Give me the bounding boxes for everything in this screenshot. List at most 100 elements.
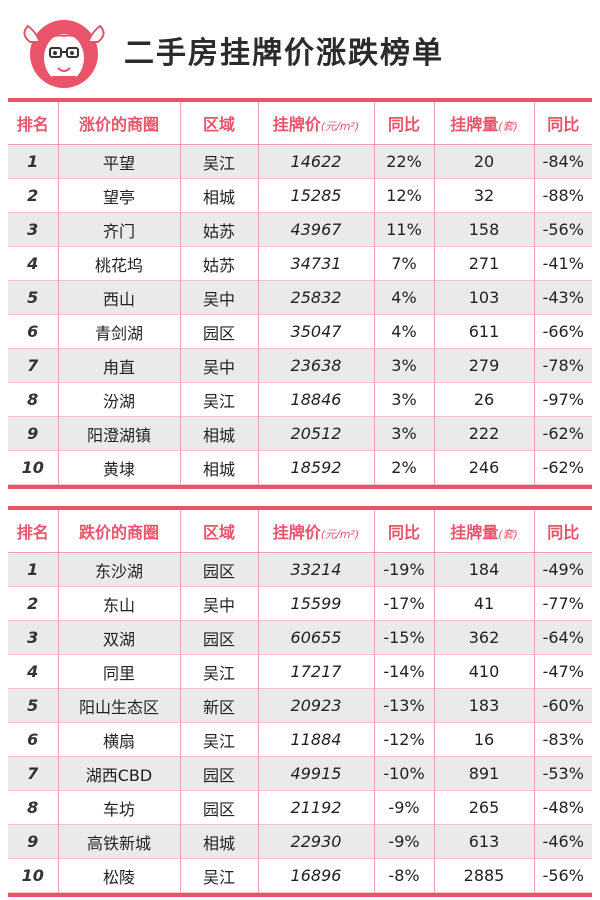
yoy-volume-cell: -60%: [534, 688, 592, 723]
table-row: 6 横扇 吴江 11884 -12% 16 -83%: [8, 722, 592, 757]
yoy-volume-cell: -62%: [534, 416, 592, 451]
header-price-unit: (元/m²): [320, 120, 360, 133]
volume-cell: 279: [434, 348, 535, 383]
price-cell: 17217: [258, 654, 375, 689]
header-price-label: 挂牌价: [272, 115, 321, 134]
header-volume-unit: (套): [498, 528, 518, 541]
rank-cell: 10: [8, 858, 59, 893]
price-cell: 20512: [258, 416, 375, 451]
table-row: 9 阳澄湖镇 相城 20512 3% 222 -62%: [8, 416, 592, 451]
rank-cell: 10: [8, 450, 59, 485]
header-yoy-volume: 同比: [534, 510, 592, 553]
district-cell: 相城: [180, 178, 259, 213]
price-cell: 60655: [258, 620, 375, 655]
district-cell: 新区: [180, 688, 259, 723]
area-cell: 齐门: [58, 212, 181, 247]
page-title: 二手房挂牌价涨跌榜单: [124, 36, 444, 71]
area-cell: 桃花坞: [58, 246, 181, 281]
price-cell: 33214: [258, 552, 375, 587]
rise-ranking-table: 排名 涨价的商圈 区域 挂牌价(元/m²) 同比 挂牌量(套) 同比 1 平望 吴江…: [8, 98, 592, 489]
yoy-price-cell: 3%: [374, 348, 435, 383]
yoy-price-cell: -17%: [374, 586, 435, 621]
header-price-label: 挂牌价: [272, 523, 321, 542]
rank-cell: 1: [8, 144, 59, 179]
area-cell: 阳澄湖镇: [58, 416, 181, 451]
price-cell: 35047: [258, 314, 375, 349]
yoy-price-cell: -14%: [374, 654, 435, 689]
yoy-volume-cell: -97%: [534, 382, 592, 417]
yoy-price-cell: -9%: [374, 824, 435, 859]
area-cell: 阳山生态区: [58, 688, 181, 723]
district-cell: 姑苏: [180, 246, 259, 281]
district-cell: 园区: [180, 620, 259, 655]
volume-cell: 16: [434, 722, 535, 757]
fall-ranking-table: 排名 跌价的商圈 区域 挂牌价(元/m²) 同比 挂牌量(套) 同比 1 东沙湖园…: [8, 506, 592, 897]
yoy-price-cell: 2%: [374, 450, 435, 485]
price-cell: 14622: [258, 144, 375, 179]
volume-cell: 265: [434, 790, 535, 825]
table-row: 8 汾湖 吴江 18846 3% 26 -97%: [8, 382, 592, 417]
yoy-volume-cell: -56%: [534, 858, 592, 893]
header-volume-label: 挂牌量: [450, 115, 499, 134]
price-cell: 43967: [258, 212, 375, 247]
yoy-price-cell: 3%: [374, 382, 435, 417]
table-row: 8 车坊 园区 21192 -9% 265 -48%: [8, 790, 592, 825]
yoy-volume-cell: -78%: [534, 348, 592, 383]
yoy-volume-cell: -53%: [534, 756, 592, 791]
yoy-price-cell: 3%: [374, 416, 435, 451]
rank-cell: 4: [8, 654, 59, 689]
yoy-price-cell: 7%: [374, 246, 435, 281]
area-cell: 汾湖: [58, 382, 181, 417]
volume-cell: 41: [434, 586, 535, 621]
table-header-row: 排名 涨价的商圈 区域 挂牌价(元/m²) 同比 挂牌量(套) 同比: [8, 102, 592, 145]
table-row: 1 东沙湖 园区 33214 -19% 184 -49%: [8, 552, 592, 587]
price-cell: 22930: [258, 824, 375, 859]
page-header: 二手房挂牌价涨跌榜单: [0, 0, 600, 92]
yoy-price-cell: -19%: [374, 552, 435, 587]
table-row: 10 松陵 吴江 16896 -8% 2885 -56%: [8, 858, 592, 893]
yoy-price-cell: 4%: [374, 314, 435, 349]
yoy-volume-cell: -41%: [534, 246, 592, 281]
table-row: 2 东山 吴中 15599 -17% 41 -77%: [8, 586, 592, 621]
price-cell: 21192: [258, 790, 375, 825]
yoy-volume-cell: -56%: [534, 212, 592, 247]
rank-cell: 3: [8, 212, 59, 247]
rank-cell: 3: [8, 620, 59, 655]
table-bottom-border: [8, 893, 592, 897]
volume-cell: 891: [434, 756, 535, 791]
yoy-price-cell: 4%: [374, 280, 435, 315]
yoy-price-cell: 12%: [374, 178, 435, 213]
area-cell: 松陵: [58, 858, 181, 893]
volume-cell: 183: [434, 688, 535, 723]
volume-cell: 362: [434, 620, 535, 655]
header-area: 跌价的商圈: [58, 510, 181, 553]
price-cell: 18592: [258, 450, 375, 485]
yoy-volume-cell: -66%: [534, 314, 592, 349]
price-cell: 15599: [258, 586, 375, 621]
header-volume-unit: (套): [498, 120, 518, 133]
table-row: 2 望亭 相城 15285 12% 32 -88%: [8, 178, 592, 213]
yoy-volume-cell: -77%: [534, 586, 592, 621]
rank-cell: 5: [8, 688, 59, 723]
rank-cell: 6: [8, 314, 59, 349]
yoy-price-cell: -8%: [374, 858, 435, 893]
yoy-price-cell: 11%: [374, 212, 435, 247]
district-cell: 吴中: [180, 280, 259, 315]
table-row: 4 同里 吴江 17217 -14% 410 -47%: [8, 654, 592, 689]
table-row: 10 黄埭 相城 18592 2% 246 -62%: [8, 450, 592, 485]
area-cell: 湖西CBD: [58, 756, 181, 791]
district-cell: 吴江: [180, 654, 259, 689]
table-row: 9 高铁新城 相城 22930 -9% 613 -46%: [8, 824, 592, 859]
volume-cell: 103: [434, 280, 535, 315]
area-cell: 双湖: [58, 620, 181, 655]
header-price-unit: (元/m²): [320, 528, 360, 541]
price-cell: 23638: [258, 348, 375, 383]
volume-cell: 26: [434, 382, 535, 417]
table-top-border: [8, 506, 592, 510]
header-yoy-volume: 同比: [534, 102, 592, 145]
district-cell: 吴江: [180, 858, 259, 893]
table-row: 7 湖西CBD 园区 49915 -10% 891 -53%: [8, 756, 592, 791]
yoy-volume-cell: -46%: [534, 824, 592, 859]
header-price: 挂牌价(元/m²): [258, 510, 375, 553]
district-cell: 吴江: [180, 144, 259, 179]
